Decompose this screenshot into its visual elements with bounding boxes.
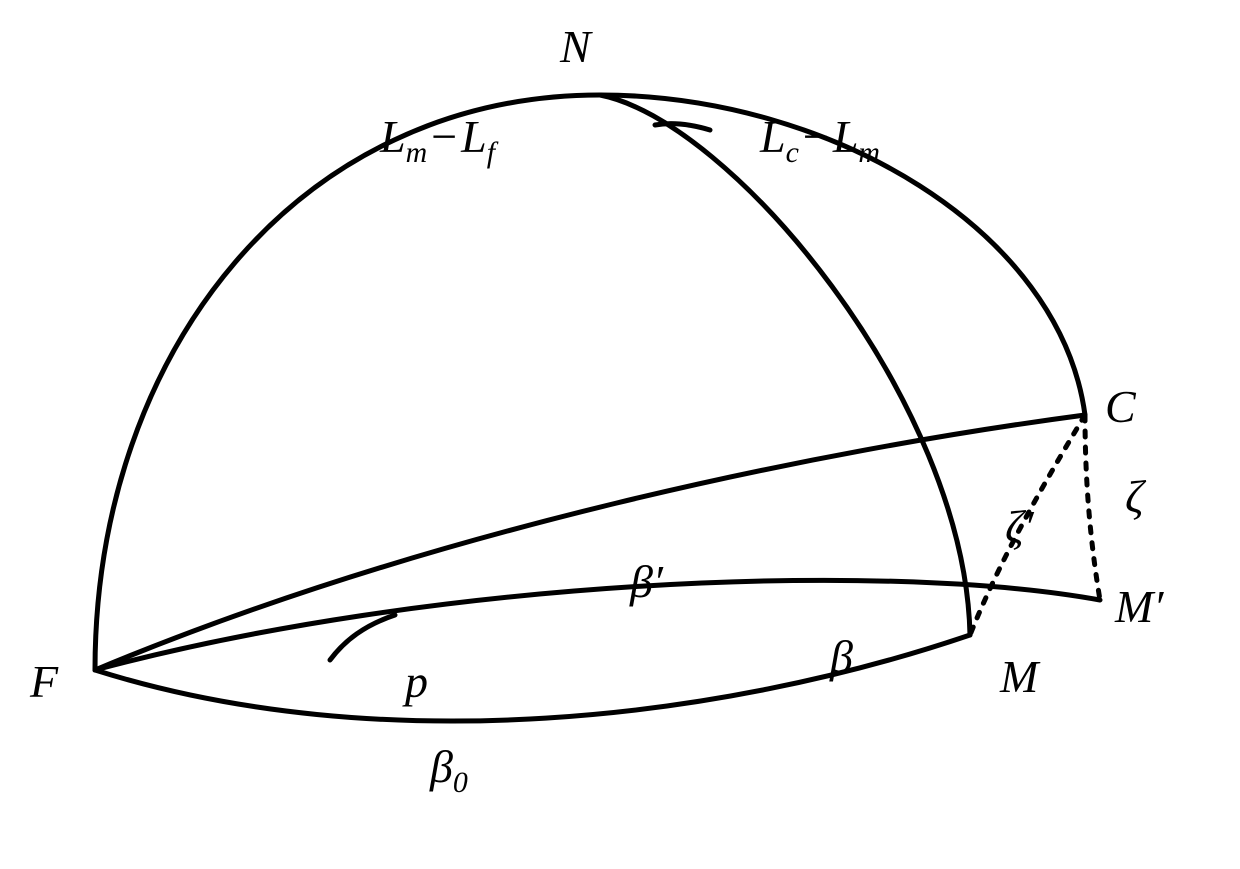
angle-mark-p [330, 615, 395, 660]
label-F: F [30, 655, 58, 708]
label-M-prime: M′ [1115, 580, 1163, 633]
Lm2-sub: m [858, 136, 880, 169]
Lm-sub: m [406, 136, 428, 169]
minus-2: − [799, 111, 833, 162]
Lf-sub: f [487, 136, 495, 169]
label-zeta: ζ [1125, 470, 1144, 523]
arc-F-Mprime [95, 580, 1100, 670]
label-M: M [1000, 650, 1038, 703]
label-N: N [560, 20, 591, 73]
Lm2-L: L [833, 111, 859, 162]
label-Lc-minus-Lm: Lc−Lm [760, 110, 880, 170]
diagram-svg [0, 0, 1240, 869]
beta0-sub: 0 [453, 766, 468, 799]
arc-F-C [95, 415, 1085, 670]
minus-1: − [427, 111, 461, 162]
label-beta0: β0 [430, 740, 468, 800]
label-p: p [405, 655, 428, 708]
label-C: C [1105, 380, 1136, 433]
arc-N-M [600, 95, 970, 635]
label-beta: β [830, 630, 853, 683]
label-zeta-prime: ζ′ [1005, 500, 1034, 553]
dash-C-Mprime [1085, 415, 1100, 600]
angle-mark-L [655, 124, 710, 130]
label-Lm-minus-Lf: Lm−Lf [380, 110, 495, 170]
arc-F-N [95, 95, 600, 670]
Lm-L: L [380, 111, 406, 162]
label-beta-prime: β′ [630, 555, 663, 608]
Lf-L: L [461, 111, 487, 162]
Lc-L: L [760, 111, 786, 162]
Lc-sub: c [786, 136, 799, 169]
curve-group [95, 95, 1100, 721]
beta0-main: β [430, 741, 453, 792]
